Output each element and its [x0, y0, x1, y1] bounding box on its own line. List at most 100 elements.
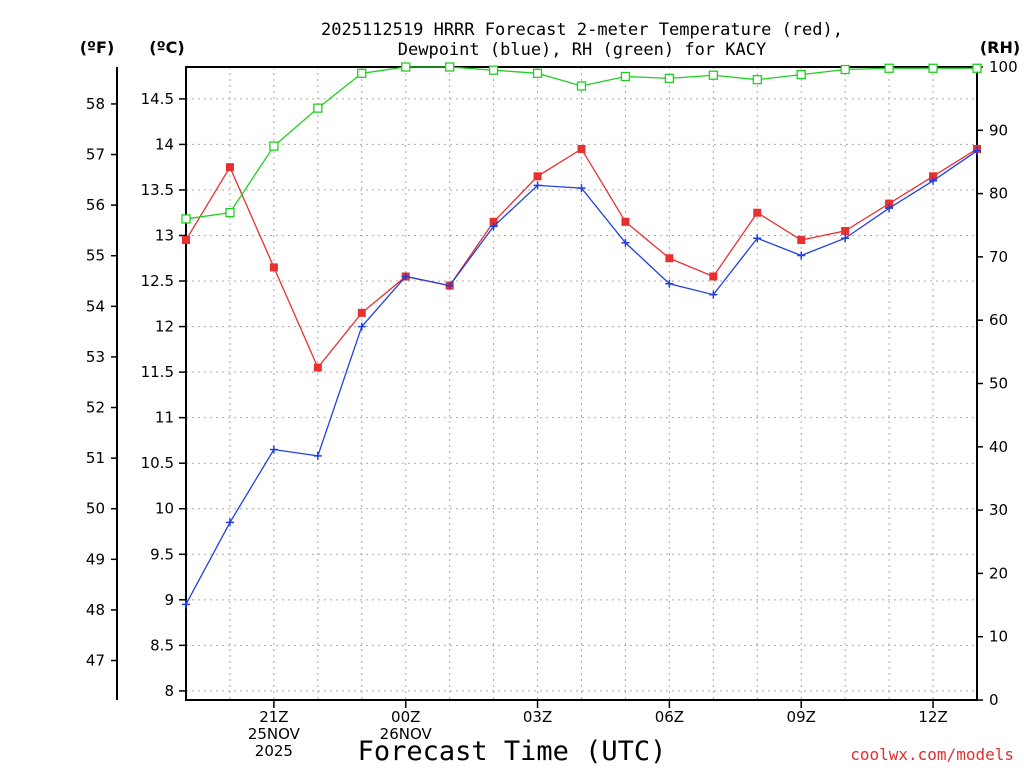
rh-unit-label: (RH) [980, 38, 1020, 57]
x-axis-label: Forecast Time (UTC) [358, 736, 667, 767]
dewpoint-point [929, 176, 938, 185]
credit-text: coolwx.com/models [850, 745, 1014, 764]
celsius-tick-label: 11 [155, 409, 174, 427]
celsius-tick-label: 10 [155, 500, 174, 518]
celsius-tick-label: 8 [164, 682, 174, 700]
rh-tick-label: 20 [989, 564, 1008, 582]
dewpoint-point [797, 251, 806, 260]
rh-point [928, 63, 938, 73]
dewpoint-point [357, 322, 366, 331]
rh-tick-label: 50 [989, 375, 1008, 393]
celsius-tick-label: 13.5 [141, 181, 174, 199]
temperature-point [577, 144, 586, 153]
rh-point [488, 65, 499, 75]
temperature-point [533, 172, 542, 181]
rh-point [752, 75, 762, 85]
dewpoint-point [841, 234, 850, 243]
rh-tick-label: 0 [989, 691, 999, 709]
temperature-point [269, 263, 278, 272]
temperature-point [621, 217, 630, 226]
rh-point [972, 63, 982, 73]
temperature-point [357, 308, 366, 317]
dewpoint-point [445, 281, 454, 290]
x-tick-label: 21Z [259, 708, 288, 726]
x-tick-label: 00Z [391, 708, 420, 726]
celsius-tick-label: 10.5 [141, 454, 174, 472]
dewpoint-point [533, 181, 542, 190]
fahrenheit-tick-label: 48 [86, 601, 105, 619]
temperature-point [665, 254, 674, 263]
dewpoint-point [313, 451, 322, 460]
fahrenheit-tick-label: 57 [86, 146, 105, 164]
fahrenheit-tick-label: 47 [86, 652, 105, 670]
rh-point [840, 64, 850, 75]
rh-point [401, 62, 411, 72]
rh-point [225, 207, 235, 218]
plot-frame [185, 66, 978, 701]
temperature-point [753, 208, 762, 217]
rh-tick-label: 10 [989, 628, 1008, 646]
rh-point [576, 81, 587, 91]
dewpoint-point [225, 518, 234, 527]
fahrenheit-tick-label: 53 [86, 348, 105, 366]
celsius-tick-label: 12.5 [141, 272, 174, 290]
fahrenheit-tick-label: 55 [86, 247, 105, 265]
rh-tick-label: 60 [989, 311, 1008, 329]
temperature-point [797, 236, 806, 245]
series-layer [181, 62, 982, 609]
x-tick-label: 03Z [523, 708, 552, 726]
x-tick-label: 06Z [655, 708, 684, 726]
fahrenheit-tick-label: 58 [86, 95, 105, 113]
rh-point [357, 68, 367, 78]
temperature-point [489, 217, 498, 226]
rh-point [181, 214, 191, 224]
celsius-tick-label: 9 [164, 591, 174, 609]
fahrenheit-tick-label: 51 [86, 449, 105, 467]
chart-title-line-1: 2025112519 HRRR Forecast 2-meter Tempera… [321, 20, 843, 40]
temperature-point [313, 363, 322, 372]
series-temperature [182, 144, 981, 372]
x-tick-label: 09Z [787, 708, 816, 726]
chart-title-line-2: Dewpoint (blue), RH (green) for KACY [398, 40, 766, 60]
fahrenheit-tick-label: 56 [86, 196, 105, 214]
rh-point [884, 63, 894, 73]
series-rh [181, 62, 982, 224]
dewpoint-point [753, 234, 762, 243]
celsius-unit-label: (ºC) [149, 38, 184, 57]
dewpoint-point [182, 600, 190, 609]
x-tick-label: 26NOV [380, 725, 433, 743]
celsius-tick-label: 13 [155, 226, 174, 244]
series-dewpoint [182, 146, 981, 609]
celsius-tick-label: 11.5 [141, 363, 174, 381]
rh-tick-label: 100 [989, 58, 1018, 76]
rh-point [796, 69, 806, 80]
dewpoint-point [665, 279, 674, 288]
temperature-point [885, 199, 894, 208]
axes-layer: 8 8.5 9 9.5 10 10.5 11 11.5 12 12.5 13 13.5 14 14.5 47… [86, 58, 1018, 760]
rh-tick-label: 90 [989, 121, 1008, 139]
dewpoint-point [621, 238, 630, 247]
celsius-tick-label: 14 [155, 135, 174, 153]
rh-point [445, 62, 455, 72]
rh-tick-label: 80 [989, 185, 1008, 203]
dewpoint-point [489, 222, 498, 231]
temperature-point [709, 272, 718, 281]
dewpoint-point [885, 204, 894, 213]
dewpoint-point [709, 290, 718, 299]
temperature-point [182, 236, 190, 245]
fahrenheit-unit-label: (ºF) [80, 38, 115, 57]
rh-point [620, 71, 631, 82]
fahrenheit-tick-label: 49 [86, 550, 105, 568]
celsius-tick-label: 12 [155, 318, 174, 336]
fahrenheit-tick-label: 50 [86, 500, 105, 518]
temperature-point [225, 163, 234, 172]
temperature-point [841, 226, 850, 235]
temperature-point [929, 172, 938, 181]
rh-tick-label: 40 [989, 438, 1008, 456]
grid-layer [186, 67, 977, 700]
rh-point [269, 141, 279, 151]
dewpoint-point [577, 184, 586, 193]
rh-tick-label: 30 [989, 501, 1008, 519]
celsius-tick-label: 8.5 [150, 636, 174, 654]
